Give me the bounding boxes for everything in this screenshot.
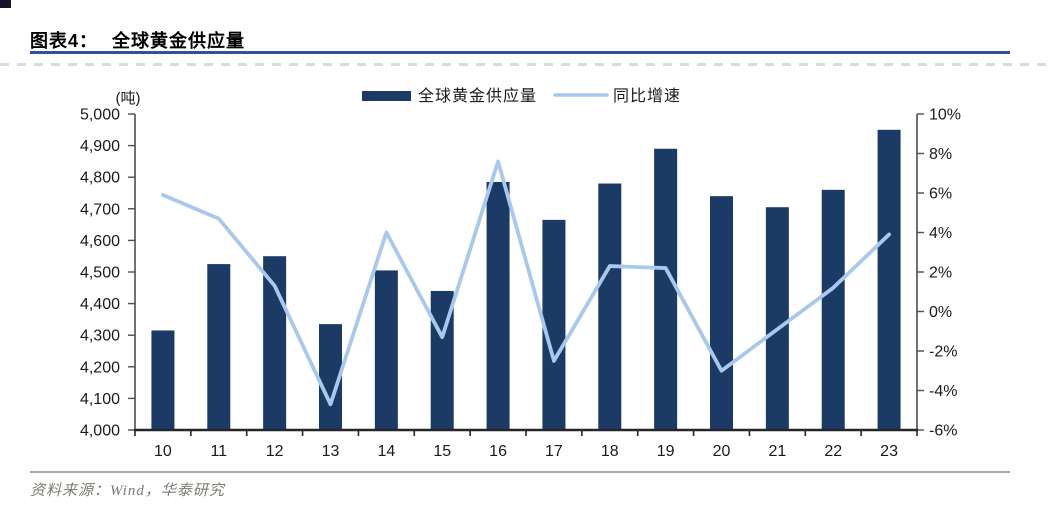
right-axis-tick-label: -2% [929,344,957,361]
left-axis-unit-label: (吨) [116,90,141,107]
bar-17 [542,219,566,430]
left-axis-tick-label: 4,200 [80,359,120,376]
title-underline [30,51,1010,54]
x-axis-label: 16 [489,443,507,460]
right-axis-tick-label: -6% [929,423,957,440]
bar-11 [207,264,231,430]
right-axis-tick-label: 4% [929,225,952,242]
right-axis-tick-label: 8% [929,146,952,163]
bar-20 [710,196,733,430]
left-axis-tick-label: 4,900 [80,138,120,155]
x-axis-label: 13 [322,443,340,460]
legend-bar-label: 全球黄金供应量 [418,86,537,105]
left-axis-tick-label: 4,600 [80,233,120,250]
left-axis-tick-label: 4,400 [80,296,120,313]
left-axis-tick-label: 4,300 [80,328,120,345]
legend-line-label: 同比增速 [613,87,681,105]
x-axis-label: 22 [824,443,842,460]
x-axis-label: 14 [377,443,395,460]
right-axis-tick-label: 6% [929,186,952,203]
chart-title: 全球黄金供应量 [112,31,246,51]
x-axis-label: 11 [210,443,227,460]
left-axis-tick-label: 4,000 [80,423,120,440]
left-axis-tick-label: 4,700 [80,201,120,218]
bar-21 [765,207,789,430]
left-axis-tick-label: 4,500 [80,265,120,282]
legend-bar-swatch [362,91,411,101]
right-axis-tick-label: 0% [929,304,952,321]
corner-artifact [0,0,11,8]
right-axis-tick-label: -4% [929,383,957,400]
chart-header: 图表4： 全球黄金供应量 [30,27,245,53]
x-axis-label: 10 [154,443,172,460]
left-axis-tick-label: 4,100 [80,391,120,408]
bar-10 [151,330,175,430]
x-axis-label: 21 [768,443,786,460]
dashed-separator [0,63,1050,66]
bar-23 [877,129,901,431]
footer-divider [30,471,1010,473]
left-axis-tick-label: 5,000 [80,107,120,124]
right-axis-tick-label: 2% [929,265,952,282]
left-axis-tick-label: 4,800 [80,170,120,187]
bar-19 [654,148,678,430]
right-axis-tick-label: 10% [929,107,961,124]
figure-label: 图表4： [30,31,99,51]
bar-14 [374,270,398,430]
x-axis-label: 20 [713,443,731,460]
bar-12 [263,256,287,430]
yoy-growth-line [161,159,891,407]
bar-22 [821,189,845,430]
bar-16 [486,181,510,430]
bar-18 [598,183,622,430]
x-axis-label: 12 [266,443,284,460]
x-axis-label: 19 [657,443,675,460]
bar-13 [319,324,342,430]
x-axis-label: 15 [433,443,451,460]
x-axis-label: 18 [601,443,619,460]
x-axis-label: 23 [880,443,898,460]
x-axis-label: 17 [545,443,563,460]
source-note: 资料来源：Wind，华泰研究 [30,483,225,499]
